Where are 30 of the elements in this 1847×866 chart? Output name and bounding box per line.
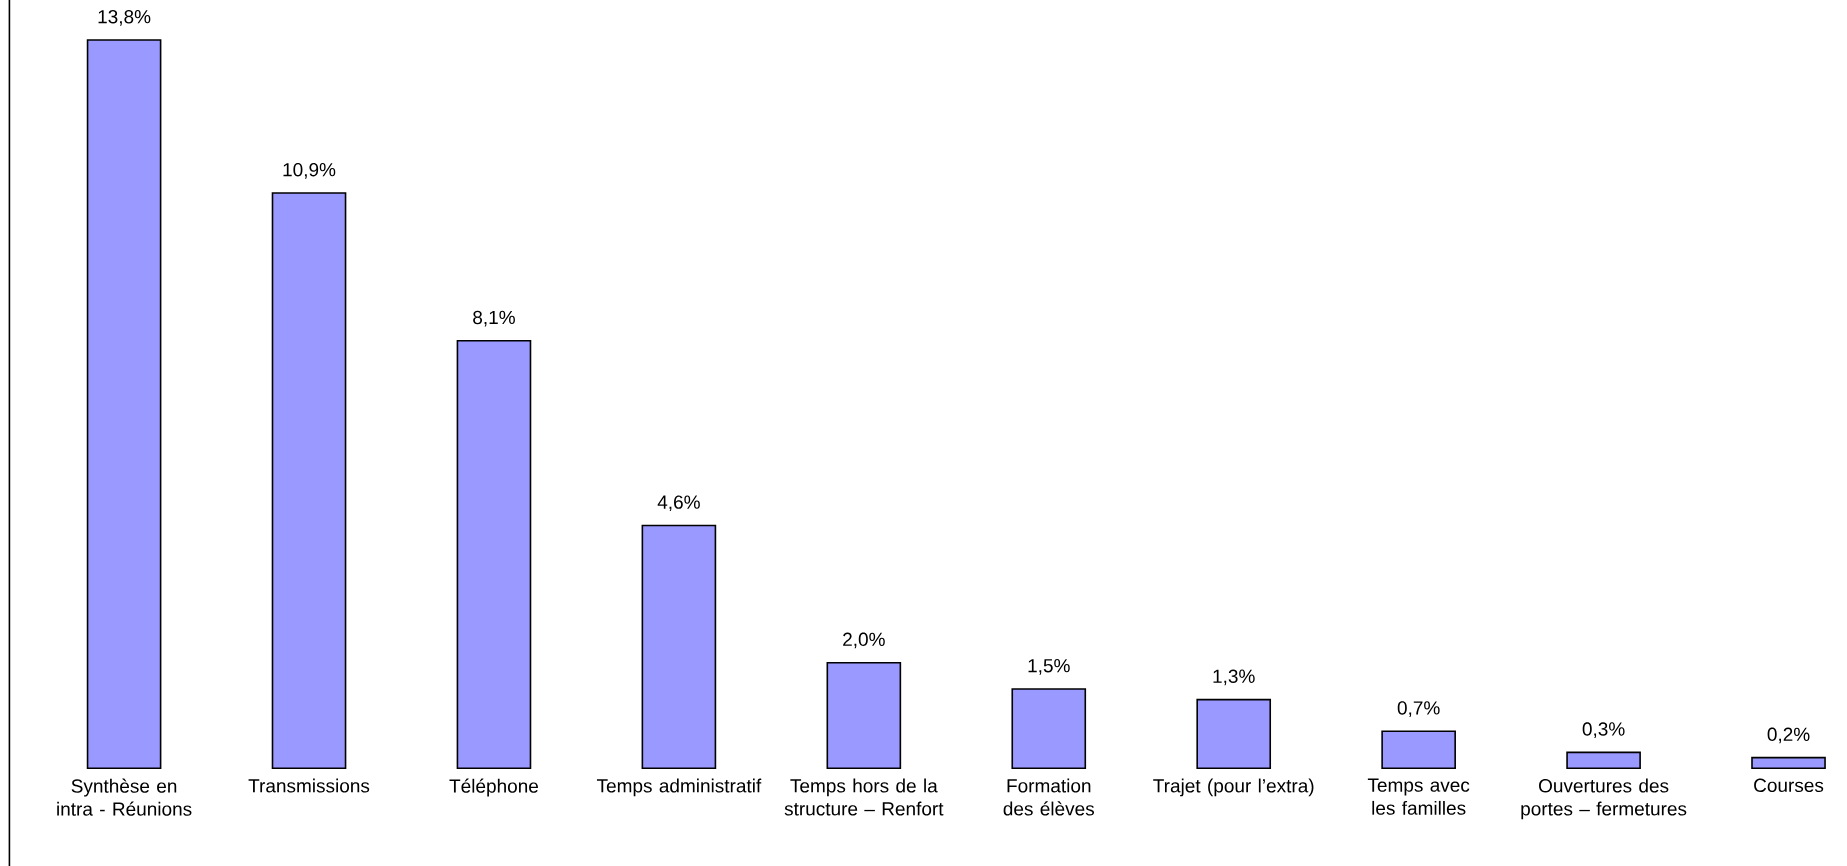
data-label: 1,3% [1213,669,1255,686]
bar [271,192,347,769]
data-label: 0,7% [1397,701,1440,717]
bar [86,39,162,769]
bar [456,340,532,769]
x-tick-label: Synthèse en intra - Réunions [57,778,192,816]
data-label: 8,1% [473,310,515,327]
x-tick-label: Temps hors de la structure – Renfort [784,778,944,816]
data-label: 1,5% [1028,659,1070,675]
bar [1196,698,1272,769]
bar [1011,688,1087,769]
x-tick-label: Trajet (pour l’extra) [1153,778,1314,797]
data-label: 13,8% [98,9,151,26]
data-label: 2,0% [843,632,885,649]
bar [1566,751,1641,769]
x-tick-label: Ouvertures des portes – fermetures [1521,778,1687,820]
x-tick-label: Temps administratif [596,778,762,797]
bar [1381,730,1456,769]
x-tick-label: Transmissions [248,778,370,793]
x-tick-label: Téléphone [449,778,538,797]
x-tick-label: Courses [1754,778,1824,793]
x-tick-label: Formation des élèves [1003,778,1095,816]
bar [641,524,717,769]
data-label: 4,6% [657,495,700,512]
data-label: 10,9% [283,162,336,179]
x-tick-label: Temps avec les familles [1367,778,1470,815]
bar [1751,756,1826,769]
bar [826,661,902,769]
data-label: 0,2% [1767,727,1810,744]
data-label: 0,3% [1582,722,1625,738]
